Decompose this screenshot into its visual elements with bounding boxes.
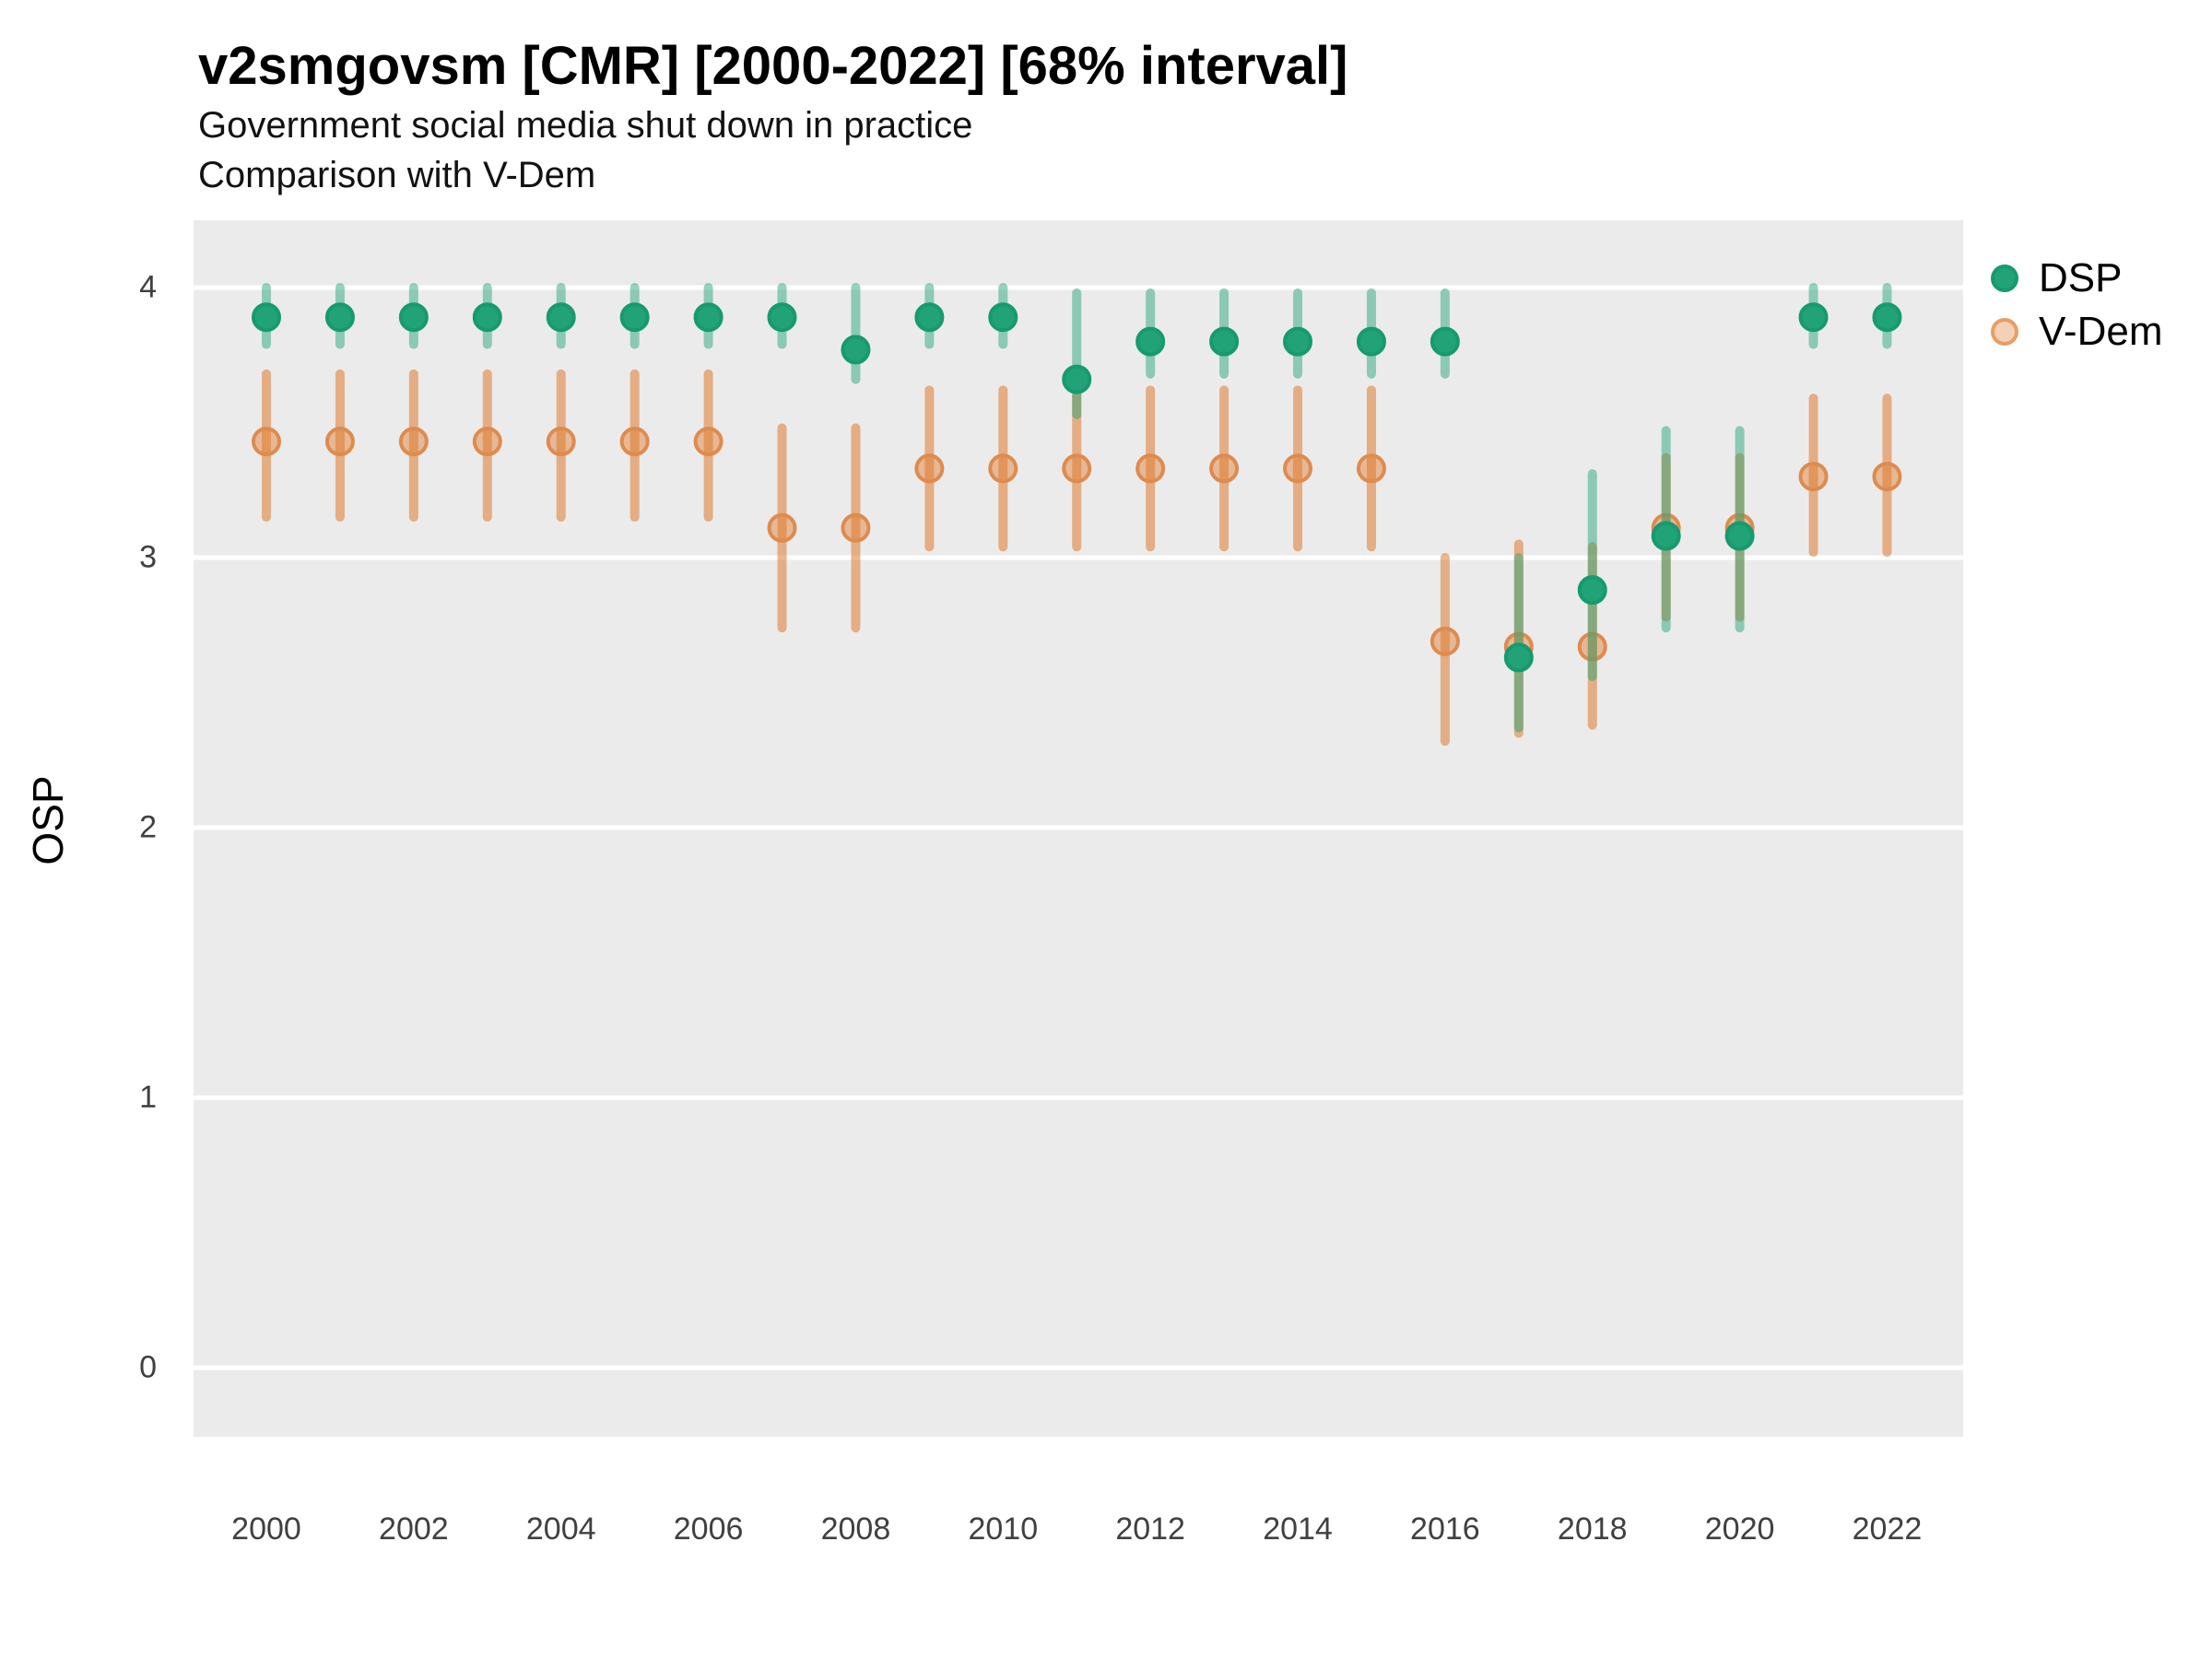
v-dem-point-2008 bbox=[841, 512, 871, 543]
v-dem-point-2014 bbox=[1283, 453, 1313, 484]
v-dem-point-2015 bbox=[1356, 453, 1386, 484]
v-dem-point-2000 bbox=[252, 427, 281, 457]
dsp-point-2014 bbox=[1283, 326, 1313, 357]
x-tick-label-2022: 2022 bbox=[1852, 1512, 1923, 1547]
y-tick-label-2: 2 bbox=[139, 809, 157, 845]
x-tick-label-2006: 2006 bbox=[673, 1512, 744, 1547]
v-dem-point-2016 bbox=[1430, 626, 1460, 656]
dsp-point-2002 bbox=[398, 302, 429, 333]
dsp-point-2008 bbox=[841, 335, 871, 365]
legend-dot-v-dem-icon bbox=[1991, 318, 2018, 346]
dsp-point-2001 bbox=[324, 302, 355, 333]
dsp-point-2003 bbox=[472, 302, 502, 333]
legend-label-dsp: DSP bbox=[2039, 255, 2123, 300]
x-tick-label-2014: 2014 bbox=[1263, 1512, 1333, 1547]
x-tick-label-2012: 2012 bbox=[1115, 1512, 1185, 1547]
y-tick-label-0: 0 bbox=[139, 1349, 157, 1385]
y-tick-label-1: 1 bbox=[139, 1079, 157, 1115]
legend-item-v-dem: V-Dem bbox=[1991, 309, 2163, 354]
x-tick-label-2002: 2002 bbox=[379, 1512, 449, 1547]
v-dem-point-2009 bbox=[914, 453, 945, 484]
y-tick-label-3: 3 bbox=[139, 539, 157, 575]
dsp-point-2013 bbox=[1209, 326, 1240, 357]
dsp-point-2017 bbox=[1503, 642, 1534, 673]
v-dem-point-2001 bbox=[324, 427, 355, 457]
v-dem-point-2011 bbox=[1062, 453, 1092, 484]
dsp-point-2016 bbox=[1430, 326, 1460, 357]
x-tick-label-2004: 2004 bbox=[525, 1512, 596, 1547]
v-dem-point-2003 bbox=[472, 427, 502, 457]
v-dem-point-2005 bbox=[619, 427, 650, 457]
x-tick-label-2000: 2000 bbox=[231, 1512, 301, 1547]
dsp-point-2020 bbox=[1724, 521, 1755, 551]
dsp-point-2018 bbox=[1577, 575, 1607, 606]
v-dem-point-2010 bbox=[988, 453, 1018, 484]
v-dem-point-2013 bbox=[1209, 453, 1240, 484]
v-dem-point-2018 bbox=[1577, 631, 1607, 662]
y-tick-label-4: 4 bbox=[139, 269, 157, 305]
x-tick-label-2016: 2016 bbox=[1410, 1512, 1480, 1547]
dsp-point-2012 bbox=[1135, 326, 1166, 357]
dsp-point-2022 bbox=[1872, 302, 1902, 333]
v-dem-point-2006 bbox=[693, 427, 724, 457]
dsp-point-2006 bbox=[693, 302, 724, 333]
v-dem-point-2002 bbox=[398, 427, 429, 457]
dsp-point-2011 bbox=[1062, 364, 1092, 394]
dsp-point-2015 bbox=[1356, 326, 1386, 357]
chart-subtitle-comparison: Comparison with V-Dem bbox=[198, 155, 596, 195]
x-tick-label-2020: 2020 bbox=[1704, 1512, 1775, 1547]
v-dem-point-2004 bbox=[546, 427, 576, 457]
dsp-point-2019 bbox=[1651, 521, 1681, 551]
legend-label-v-dem: V-Dem bbox=[2039, 309, 2163, 354]
v-dem-point-2012 bbox=[1135, 453, 1166, 484]
v-dem-point-2022 bbox=[1872, 462, 1902, 492]
dsp-point-2010 bbox=[988, 302, 1018, 333]
chart-title: v2smgovsm [CMR] [2000-2022] [68% interva… bbox=[198, 36, 1348, 96]
legend-dot-dsp-icon bbox=[1991, 265, 2018, 292]
dsp-point-2021 bbox=[1798, 302, 1829, 333]
dsp-point-2000 bbox=[252, 302, 281, 333]
dsp-point-2005 bbox=[619, 302, 650, 333]
x-tick-label-2018: 2018 bbox=[1557, 1512, 1628, 1547]
x-tick-label-2010: 2010 bbox=[968, 1512, 1039, 1547]
v-dem-point-2021 bbox=[1798, 462, 1829, 492]
dsp-point-2009 bbox=[914, 302, 945, 333]
legend-item-dsp: DSP bbox=[1991, 255, 2123, 300]
dsp-point-2007 bbox=[767, 302, 797, 333]
chart-subtitle: Government social media shut down in pra… bbox=[198, 105, 973, 146]
dsp-point-2004 bbox=[546, 302, 576, 333]
x-tick-label-2008: 2008 bbox=[820, 1512, 891, 1547]
v-dem-point-2007 bbox=[767, 512, 797, 543]
